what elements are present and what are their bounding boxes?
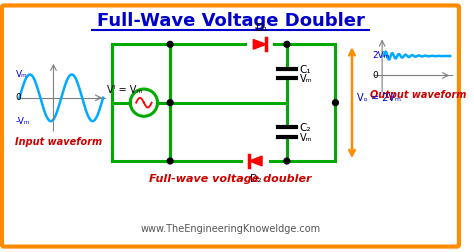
Polygon shape bbox=[249, 156, 262, 166]
Circle shape bbox=[167, 41, 173, 47]
Circle shape bbox=[167, 158, 173, 164]
Text: D₂: D₂ bbox=[250, 174, 262, 184]
Circle shape bbox=[333, 100, 338, 106]
Text: www.TheEngineeringKnoweldge.com: www.TheEngineeringKnoweldge.com bbox=[140, 224, 320, 234]
Polygon shape bbox=[253, 40, 266, 49]
Text: D₁: D₁ bbox=[256, 23, 267, 33]
Text: Vₘ: Vₘ bbox=[300, 74, 312, 84]
Text: -Vₘ: -Vₘ bbox=[16, 117, 30, 126]
Text: 2Vₘ: 2Vₘ bbox=[373, 51, 390, 60]
Text: Full-wave voltage doubler: Full-wave voltage doubler bbox=[149, 174, 312, 183]
Text: 0: 0 bbox=[16, 93, 21, 102]
Circle shape bbox=[284, 41, 290, 47]
Text: Vₒ = 2Vₘ: Vₒ = 2Vₘ bbox=[357, 93, 401, 103]
Circle shape bbox=[284, 158, 290, 164]
Text: Vₘ: Vₘ bbox=[16, 70, 27, 79]
FancyBboxPatch shape bbox=[2, 6, 459, 246]
Text: C₂: C₂ bbox=[300, 123, 311, 133]
Text: Input waveform: Input waveform bbox=[15, 137, 102, 147]
Text: Output waveform: Output waveform bbox=[370, 90, 466, 100]
Text: Full-Wave Voltage Doubler: Full-Wave Voltage Doubler bbox=[97, 12, 365, 30]
Circle shape bbox=[167, 100, 173, 106]
Text: Vₘ: Vₘ bbox=[300, 133, 312, 143]
Text: 0: 0 bbox=[373, 71, 378, 80]
Text: Vᴵ = Vₘ: Vᴵ = Vₘ bbox=[107, 85, 142, 95]
Text: C₁: C₁ bbox=[300, 65, 311, 75]
